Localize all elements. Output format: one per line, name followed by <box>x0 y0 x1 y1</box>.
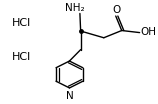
Text: HCl: HCl <box>12 52 31 62</box>
Text: OH: OH <box>140 27 156 37</box>
Text: HCl: HCl <box>12 18 31 28</box>
Text: NH₂: NH₂ <box>65 3 85 13</box>
Text: O: O <box>112 5 120 15</box>
Text: N: N <box>66 91 73 101</box>
